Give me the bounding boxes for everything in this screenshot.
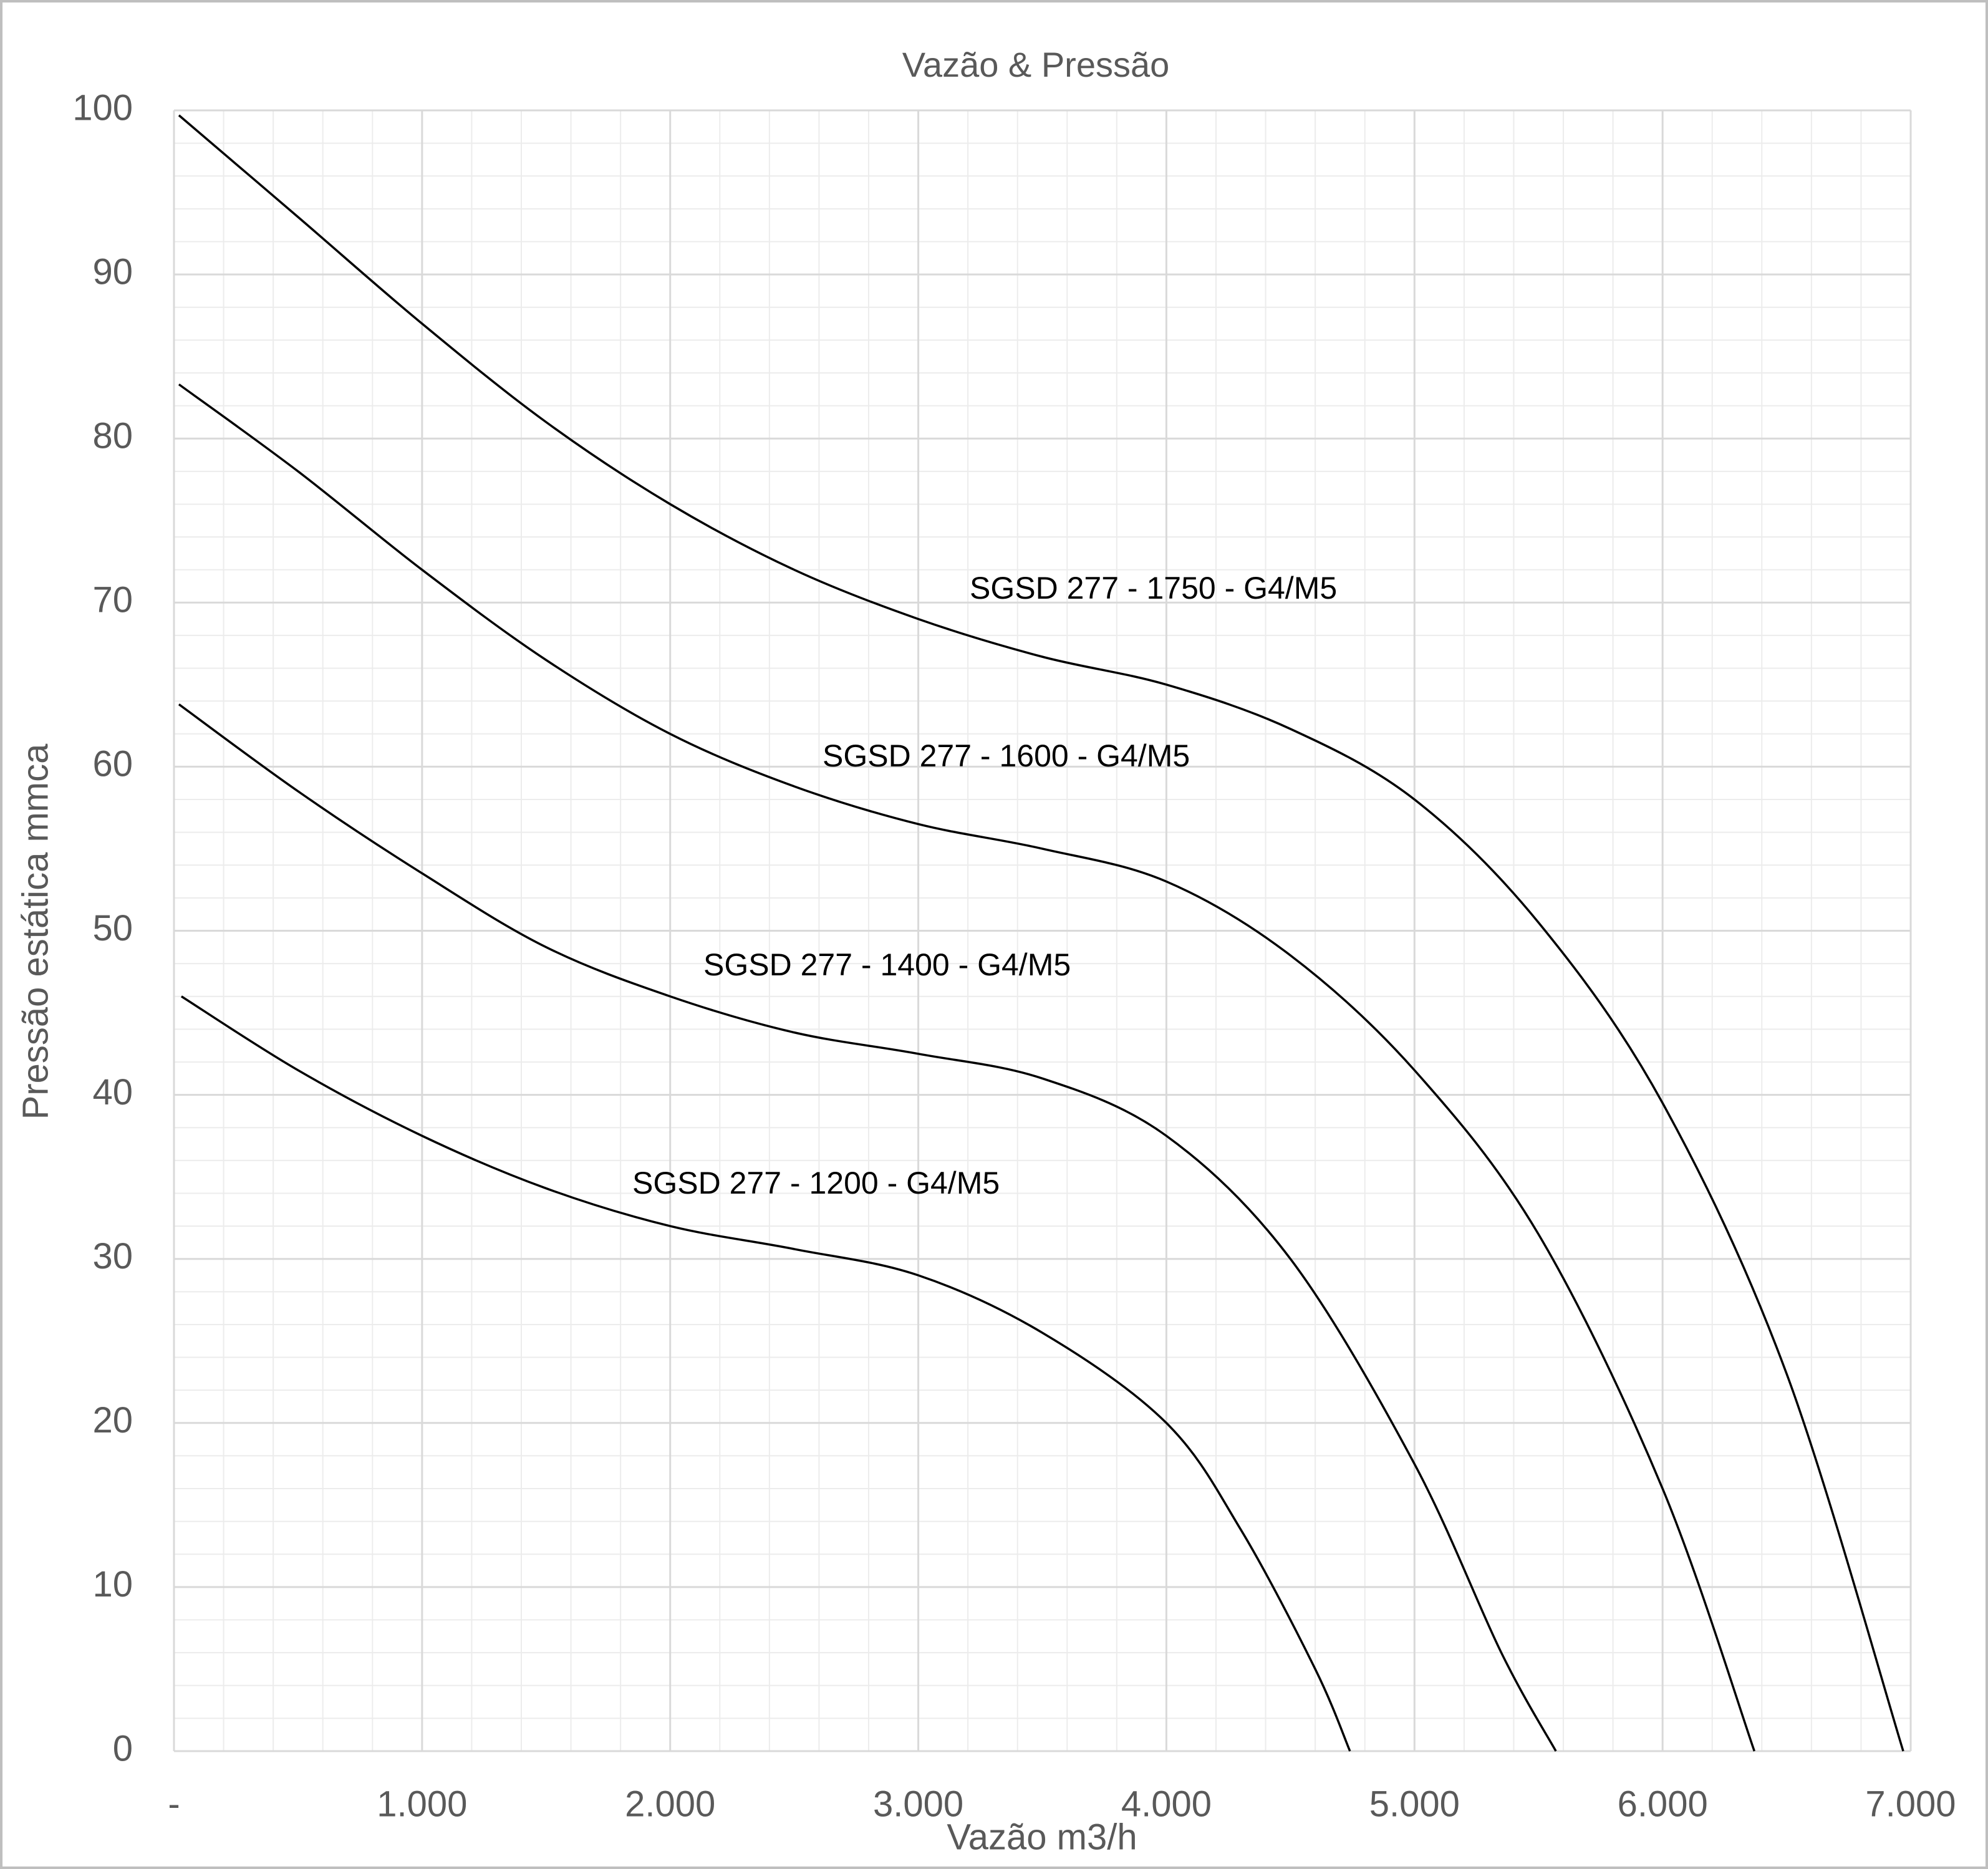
x-tick-label: 7.000 [1865,1784,1956,1824]
x-tick-label: 6.000 [1618,1784,1708,1824]
line-series [178,383,1756,1752]
curve-label: SGSD 277 - 1750 - G4/M5 [970,571,1337,606]
curve-label: SGSD 277 - 1200 - G4/M5 [632,1166,1000,1200]
y-tick-label: 10 [92,1564,133,1605]
x-tick-label: 1.000 [377,1784,467,1824]
line-series [180,995,1351,1752]
y-tick-label: 80 [92,416,133,456]
y-tick-label: 100 [72,87,133,128]
x-axis-title: Vazão m3/h [947,1817,1137,1857]
x-tick-label: 5.000 [1369,1784,1460,1824]
y-tick-label: 60 [92,744,133,785]
line-series [178,114,1904,1752]
chart-title: Vazão & Pressão [902,45,1170,84]
y-tick-label: 0 [113,1728,133,1769]
y-tick-label: 30 [92,1236,133,1277]
curve-label: SGSD 277 - 1600 - G4/M5 [823,738,1190,773]
x-tick-label: 3.000 [873,1784,963,1824]
curve-label: SGSD 277 - 1400 - G4/M5 [703,947,1071,982]
y-tick-label: 50 [92,908,133,949]
y-axis-title: Pressão estática mmca [15,743,55,1120]
y-tick-label: 40 [92,1072,133,1113]
x-tick-label: 4.000 [1121,1784,1212,1824]
y-tick-label: 70 [92,580,133,621]
x-tick-label: 2.000 [625,1784,715,1824]
y-tick-label: 90 [92,251,133,292]
y-tick-label: 20 [92,1400,133,1441]
line-series [178,703,1557,1752]
grid [173,109,1912,1752]
x-tick-label: - [168,1784,180,1824]
